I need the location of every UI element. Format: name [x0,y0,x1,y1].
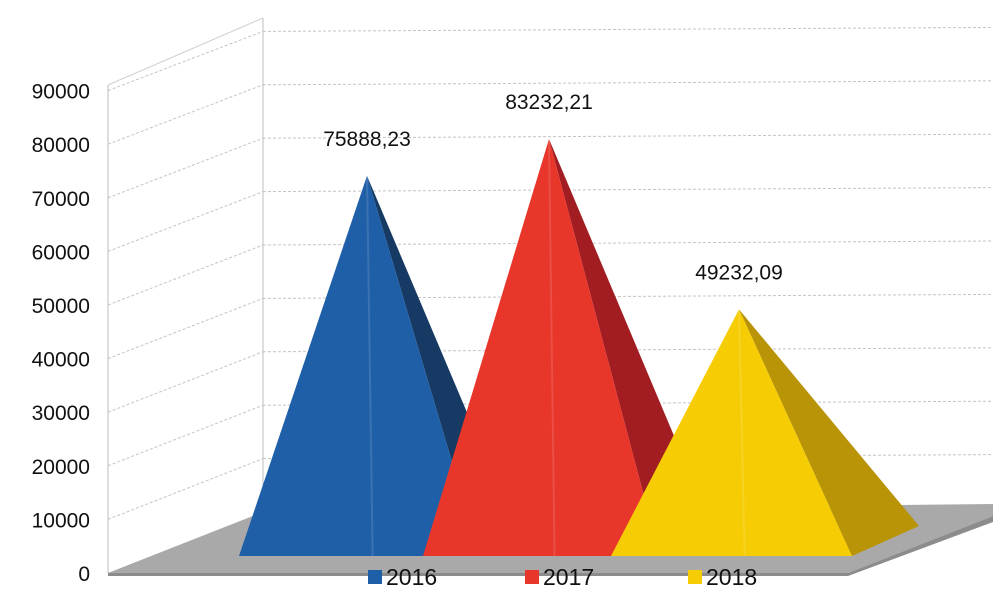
data-labels: 75888,23 83232,21 49232,09 [323,91,783,284]
y-tick-label: 90000 [32,81,90,104]
y-tick-label: 60000 [32,241,90,264]
y-tick-label: 20000 [32,456,90,479]
gridline-side [107,404,264,467]
gridline-back [262,80,993,86]
legend-label-2016: 2016 [386,564,437,589]
legend-label-2017: 2017 [543,564,594,589]
legend-swatch-2017 [525,570,539,584]
gridline-side [107,191,264,252]
gridline-side [107,244,264,306]
y-tick-label: 80000 [32,134,90,157]
y-tick-label: 70000 [32,188,90,211]
y-axis: 0 10000 20000 30000 40000 50000 60000 70000 8000… [32,81,90,586]
pyramids [239,138,919,557]
gridline-side [107,137,264,199]
pyramid-2018 [611,309,919,557]
gridline-back [262,133,993,139]
gridline-side [107,458,264,520]
side-wall-top [107,17,264,86]
y-tick-label: 10000 [32,509,90,532]
gridline-back [262,26,993,32]
legend: 2016 2017 2018 [368,564,757,589]
legend-label-2018: 2018 [706,564,757,589]
pyramid-side-face [739,309,919,556]
y-tick-label: 40000 [32,349,90,372]
pyramid-ridge [738,309,746,557]
data-label-2017: 83232,21 [505,91,593,114]
gridline-back [262,187,993,193]
data-label-2018: 49232,09 [695,261,783,284]
pyramid-front-face [239,175,480,556]
pyramid-ridge [366,175,374,557]
side-wall [108,31,263,573]
gridline-side [107,351,264,413]
legend-swatch-2018 [688,570,702,584]
y-tick-label: 0 [78,563,90,586]
gridline-side [107,84,264,145]
pyramid-front-face [611,309,852,556]
y-tick-label: 30000 [32,402,90,425]
gridline-side [107,30,264,92]
gridline-side [107,297,264,360]
legend-swatch-2016 [368,570,382,584]
chart-walls [107,17,264,573]
data-label-2016: 75888,23 [323,128,411,151]
pyramid-ridge [548,138,556,557]
y-tick-label: 50000 [32,295,90,318]
pyramid-front-face [423,139,660,556]
